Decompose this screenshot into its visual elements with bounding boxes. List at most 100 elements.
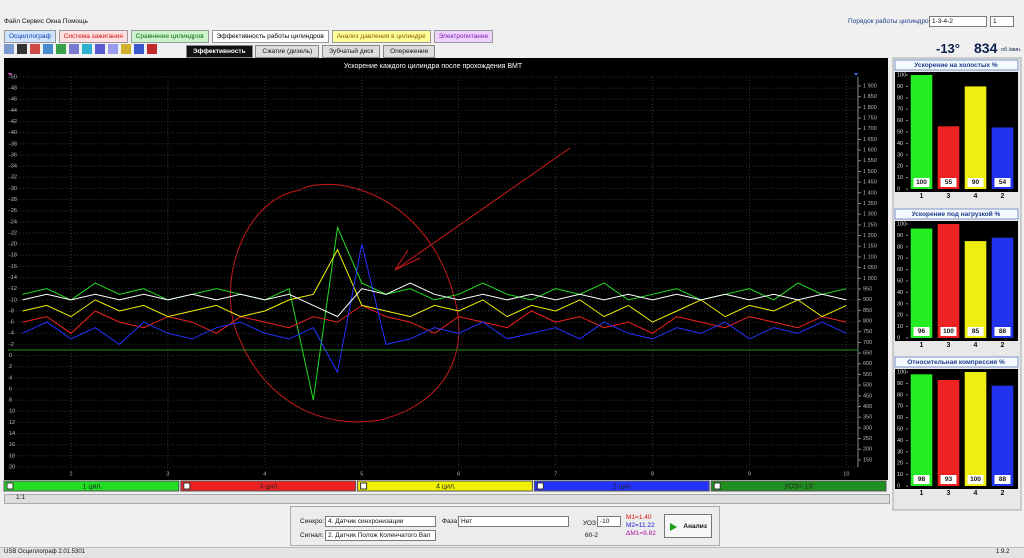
y-tick-label: 0 bbox=[897, 483, 900, 489]
y-tick-label: -6 bbox=[9, 320, 14, 326]
y2-tick-label: 200 bbox=[863, 447, 872, 453]
y2-tick-label: 1 600 bbox=[863, 148, 877, 154]
marker-top-right bbox=[854, 73, 858, 76]
y2-tick-label: 550 bbox=[863, 372, 872, 378]
y-tick-label: 50 bbox=[897, 426, 903, 432]
rpm-readout: 834 bbox=[974, 40, 998, 56]
scroll-bar[interactable] bbox=[4, 494, 890, 504]
y-tick-label: 90 bbox=[897, 84, 903, 90]
signal-select[interactable]: 2. Датчик Полож Коленчатого Вал bbox=[325, 530, 436, 541]
category-label: 1 bbox=[920, 193, 924, 200]
phase-select[interactable]: Нет bbox=[458, 516, 569, 527]
tool-icon[interactable] bbox=[56, 44, 66, 54]
y-tick-label: 100 bbox=[897, 369, 906, 375]
tool-icon[interactable] bbox=[147, 44, 157, 54]
y2-tick-label: 1 400 bbox=[863, 190, 877, 196]
x-tick-label: 5 bbox=[360, 471, 363, 477]
legend-checkbox bbox=[536, 482, 544, 490]
y-tick-label: -2 bbox=[9, 342, 14, 348]
menu-item[interactable]: Сервис bbox=[21, 18, 45, 25]
y-tick-label: 70 bbox=[897, 404, 903, 410]
bar bbox=[991, 237, 1014, 338]
tool-icon[interactable] bbox=[108, 44, 118, 54]
y-tick-label: -28 bbox=[9, 197, 17, 203]
y-tick-label: 50 bbox=[897, 278, 903, 284]
angle-readout: -13° bbox=[936, 41, 960, 56]
tab[interactable]: Сравнение цилиндров bbox=[130, 30, 209, 43]
legend-checkbox bbox=[713, 482, 721, 490]
y-tick-label: -40 bbox=[9, 130, 17, 136]
legend-swatch bbox=[533, 480, 710, 492]
series-line bbox=[22, 248, 847, 323]
subtab[interactable]: Зубчатый диск bbox=[322, 45, 381, 58]
value-label-box bbox=[994, 178, 1011, 187]
y2-tick-label: 1 650 bbox=[863, 137, 877, 143]
analyze-button-label: Анализ bbox=[683, 523, 707, 530]
category-label: 2 bbox=[1001, 490, 1005, 497]
tool-icon[interactable] bbox=[82, 44, 92, 54]
tab[interactable]: Анализ давления в цилиндре bbox=[331, 30, 431, 43]
y-tick-label: 10 bbox=[897, 472, 903, 478]
value-label-box bbox=[967, 178, 984, 187]
menu-item[interactable]: Помощь bbox=[62, 18, 88, 25]
category-label: 3 bbox=[947, 342, 951, 349]
y-tick-label: 18 bbox=[9, 453, 15, 459]
y-tick-label: -36 bbox=[9, 152, 17, 158]
y2-tick-label: 250 bbox=[863, 436, 872, 442]
y-tick-label: 2 bbox=[9, 364, 12, 370]
y-tick-label: 30 bbox=[897, 449, 903, 455]
y-tick-label: 20 bbox=[9, 464, 15, 470]
tool-icon[interactable] bbox=[43, 44, 53, 54]
y-tick-label: -20 bbox=[9, 242, 17, 248]
y-tick-label: 0 bbox=[9, 353, 12, 359]
category-label: 2 bbox=[1001, 342, 1005, 349]
bar bbox=[964, 372, 987, 486]
signal-label: Сигнал: bbox=[300, 532, 324, 539]
rpm-unit: об./мин. bbox=[1001, 47, 1022, 53]
count-spinner[interactable]: 1 bbox=[990, 16, 1014, 27]
legend-label: 1 цил. bbox=[83, 483, 103, 490]
subtab[interactable]: Опережение bbox=[383, 45, 436, 58]
value-label: 100 bbox=[943, 328, 954, 335]
value-label: 55 bbox=[945, 179, 953, 186]
tab-active[interactable]: Эффективность работы цилиндров bbox=[211, 30, 329, 43]
subtab-active[interactable]: Эффективность bbox=[186, 45, 253, 58]
y-tick-label: 80 bbox=[897, 95, 903, 101]
tool-icon[interactable] bbox=[134, 44, 144, 54]
y-tick-label: -42 bbox=[9, 119, 17, 125]
category-label: 1 bbox=[920, 490, 924, 497]
y2-tick-label: 1 200 bbox=[863, 233, 877, 239]
value-label: 88 bbox=[999, 476, 1007, 483]
tab[interactable]: Осциллограф bbox=[4, 30, 56, 43]
value-label: 98 bbox=[918, 476, 926, 483]
y-tick-label: 16 bbox=[9, 442, 15, 448]
y2-tick-label: 150 bbox=[863, 457, 872, 463]
tab[interactable]: Система зажигания bbox=[58, 30, 128, 43]
tab-bar: Осциллограф Система зажигания Сравнение … bbox=[4, 30, 494, 43]
sync-select[interactable]: 4. Датчик синхронизации bbox=[325, 516, 436, 527]
bar bbox=[991, 127, 1014, 189]
tool-icon[interactable] bbox=[95, 44, 105, 54]
status-right: 1.9.2 bbox=[996, 549, 1010, 555]
tool-icon[interactable] bbox=[4, 44, 14, 54]
y-tick-label: -50 bbox=[9, 74, 17, 80]
cylinder-order-label: Порядок работы цилиндров bbox=[848, 18, 933, 25]
y-tick-label: -14 bbox=[9, 275, 17, 281]
value-label-box bbox=[940, 327, 957, 336]
analyze-button[interactable]: Анализ bbox=[664, 514, 712, 538]
menu-item[interactable]: Файл bbox=[4, 18, 20, 25]
subtab[interactable]: Сжатие (дизель) bbox=[255, 45, 320, 58]
x-tick-label: 7 bbox=[554, 471, 557, 477]
legend-label: УОЗ=-13° bbox=[784, 482, 815, 490]
menu-item[interactable]: Окна bbox=[45, 18, 61, 25]
status-left: USB Осциллограф 2.01.5301 bbox=[4, 549, 86, 555]
tool-icon[interactable] bbox=[121, 44, 131, 54]
uoz-spinner[interactable]: -10 bbox=[597, 516, 621, 527]
category-label: 4 bbox=[974, 342, 978, 349]
cylinder-order-select[interactable]: 1-3-4-2 bbox=[929, 16, 987, 27]
tab[interactable]: Электропитание bbox=[433, 30, 494, 43]
value-label: 100 bbox=[916, 179, 927, 186]
tool-icon[interactable] bbox=[30, 44, 40, 54]
tool-icon[interactable] bbox=[69, 44, 79, 54]
tool-icon[interactable] bbox=[17, 44, 27, 54]
